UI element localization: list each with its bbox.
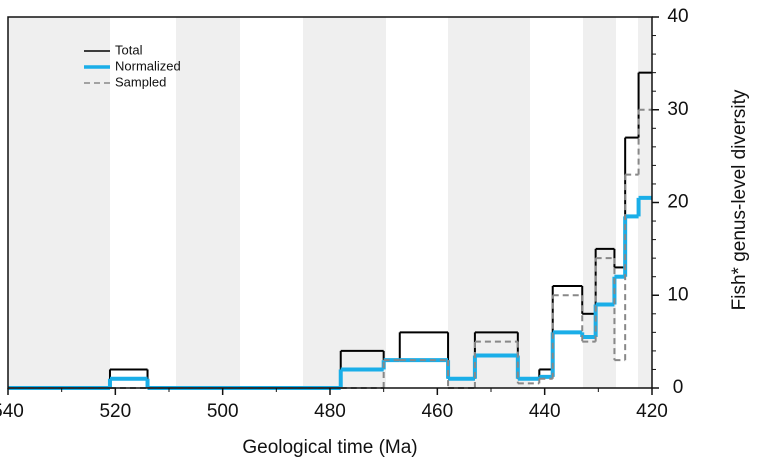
x-tick-label: 420	[636, 401, 668, 422]
legend-label: Total	[115, 42, 143, 57]
x-axis-label: Geological time (Ma)	[242, 437, 417, 458]
y-tick-label: 20	[667, 192, 688, 213]
x-tick-label: 540	[0, 401, 24, 422]
period-band	[8, 17, 110, 388]
y-tick-label: 30	[667, 99, 688, 120]
y-tick-label: 0	[673, 377, 684, 398]
x-tick-label: 520	[99, 401, 131, 422]
x-tick-label: 460	[421, 401, 453, 422]
x-tick-label: 500	[207, 401, 239, 422]
y-tick-label: 40	[667, 6, 688, 27]
legend-label: Normalized	[115, 58, 181, 73]
legend-label: Sampled	[115, 74, 166, 89]
x-tick-label: 440	[529, 401, 561, 422]
y-tick-label: 10	[667, 284, 688, 305]
period-band	[448, 17, 530, 388]
period-band	[303, 17, 386, 388]
y-axis-label: Fish* genus-level diversity	[729, 89, 750, 310]
x-tick-label: 480	[314, 401, 346, 422]
period-band	[176, 17, 240, 388]
period-band	[583, 17, 616, 388]
